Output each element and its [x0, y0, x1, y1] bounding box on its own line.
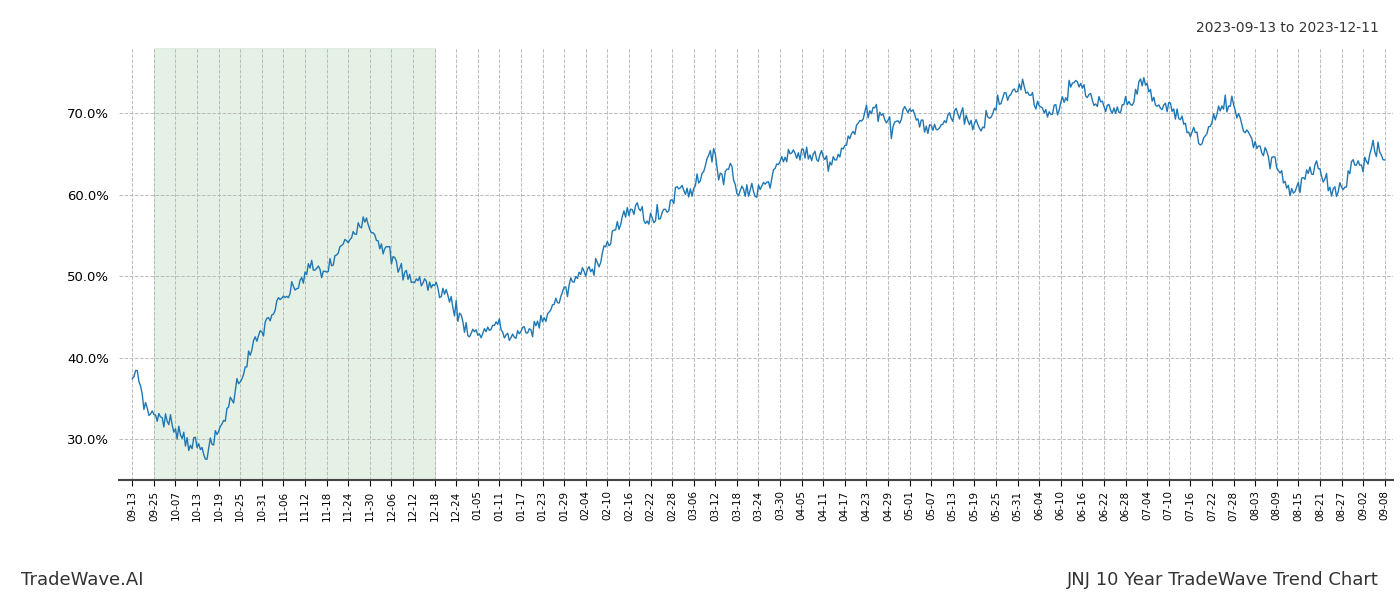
- Text: JNJ 10 Year TradeWave Trend Chart: JNJ 10 Year TradeWave Trend Chart: [1067, 571, 1379, 589]
- Text: TradeWave.AI: TradeWave.AI: [21, 571, 143, 589]
- Bar: [154, 48, 434, 480]
- Text: 2023-09-13 to 2023-12-11: 2023-09-13 to 2023-12-11: [1196, 21, 1379, 35]
